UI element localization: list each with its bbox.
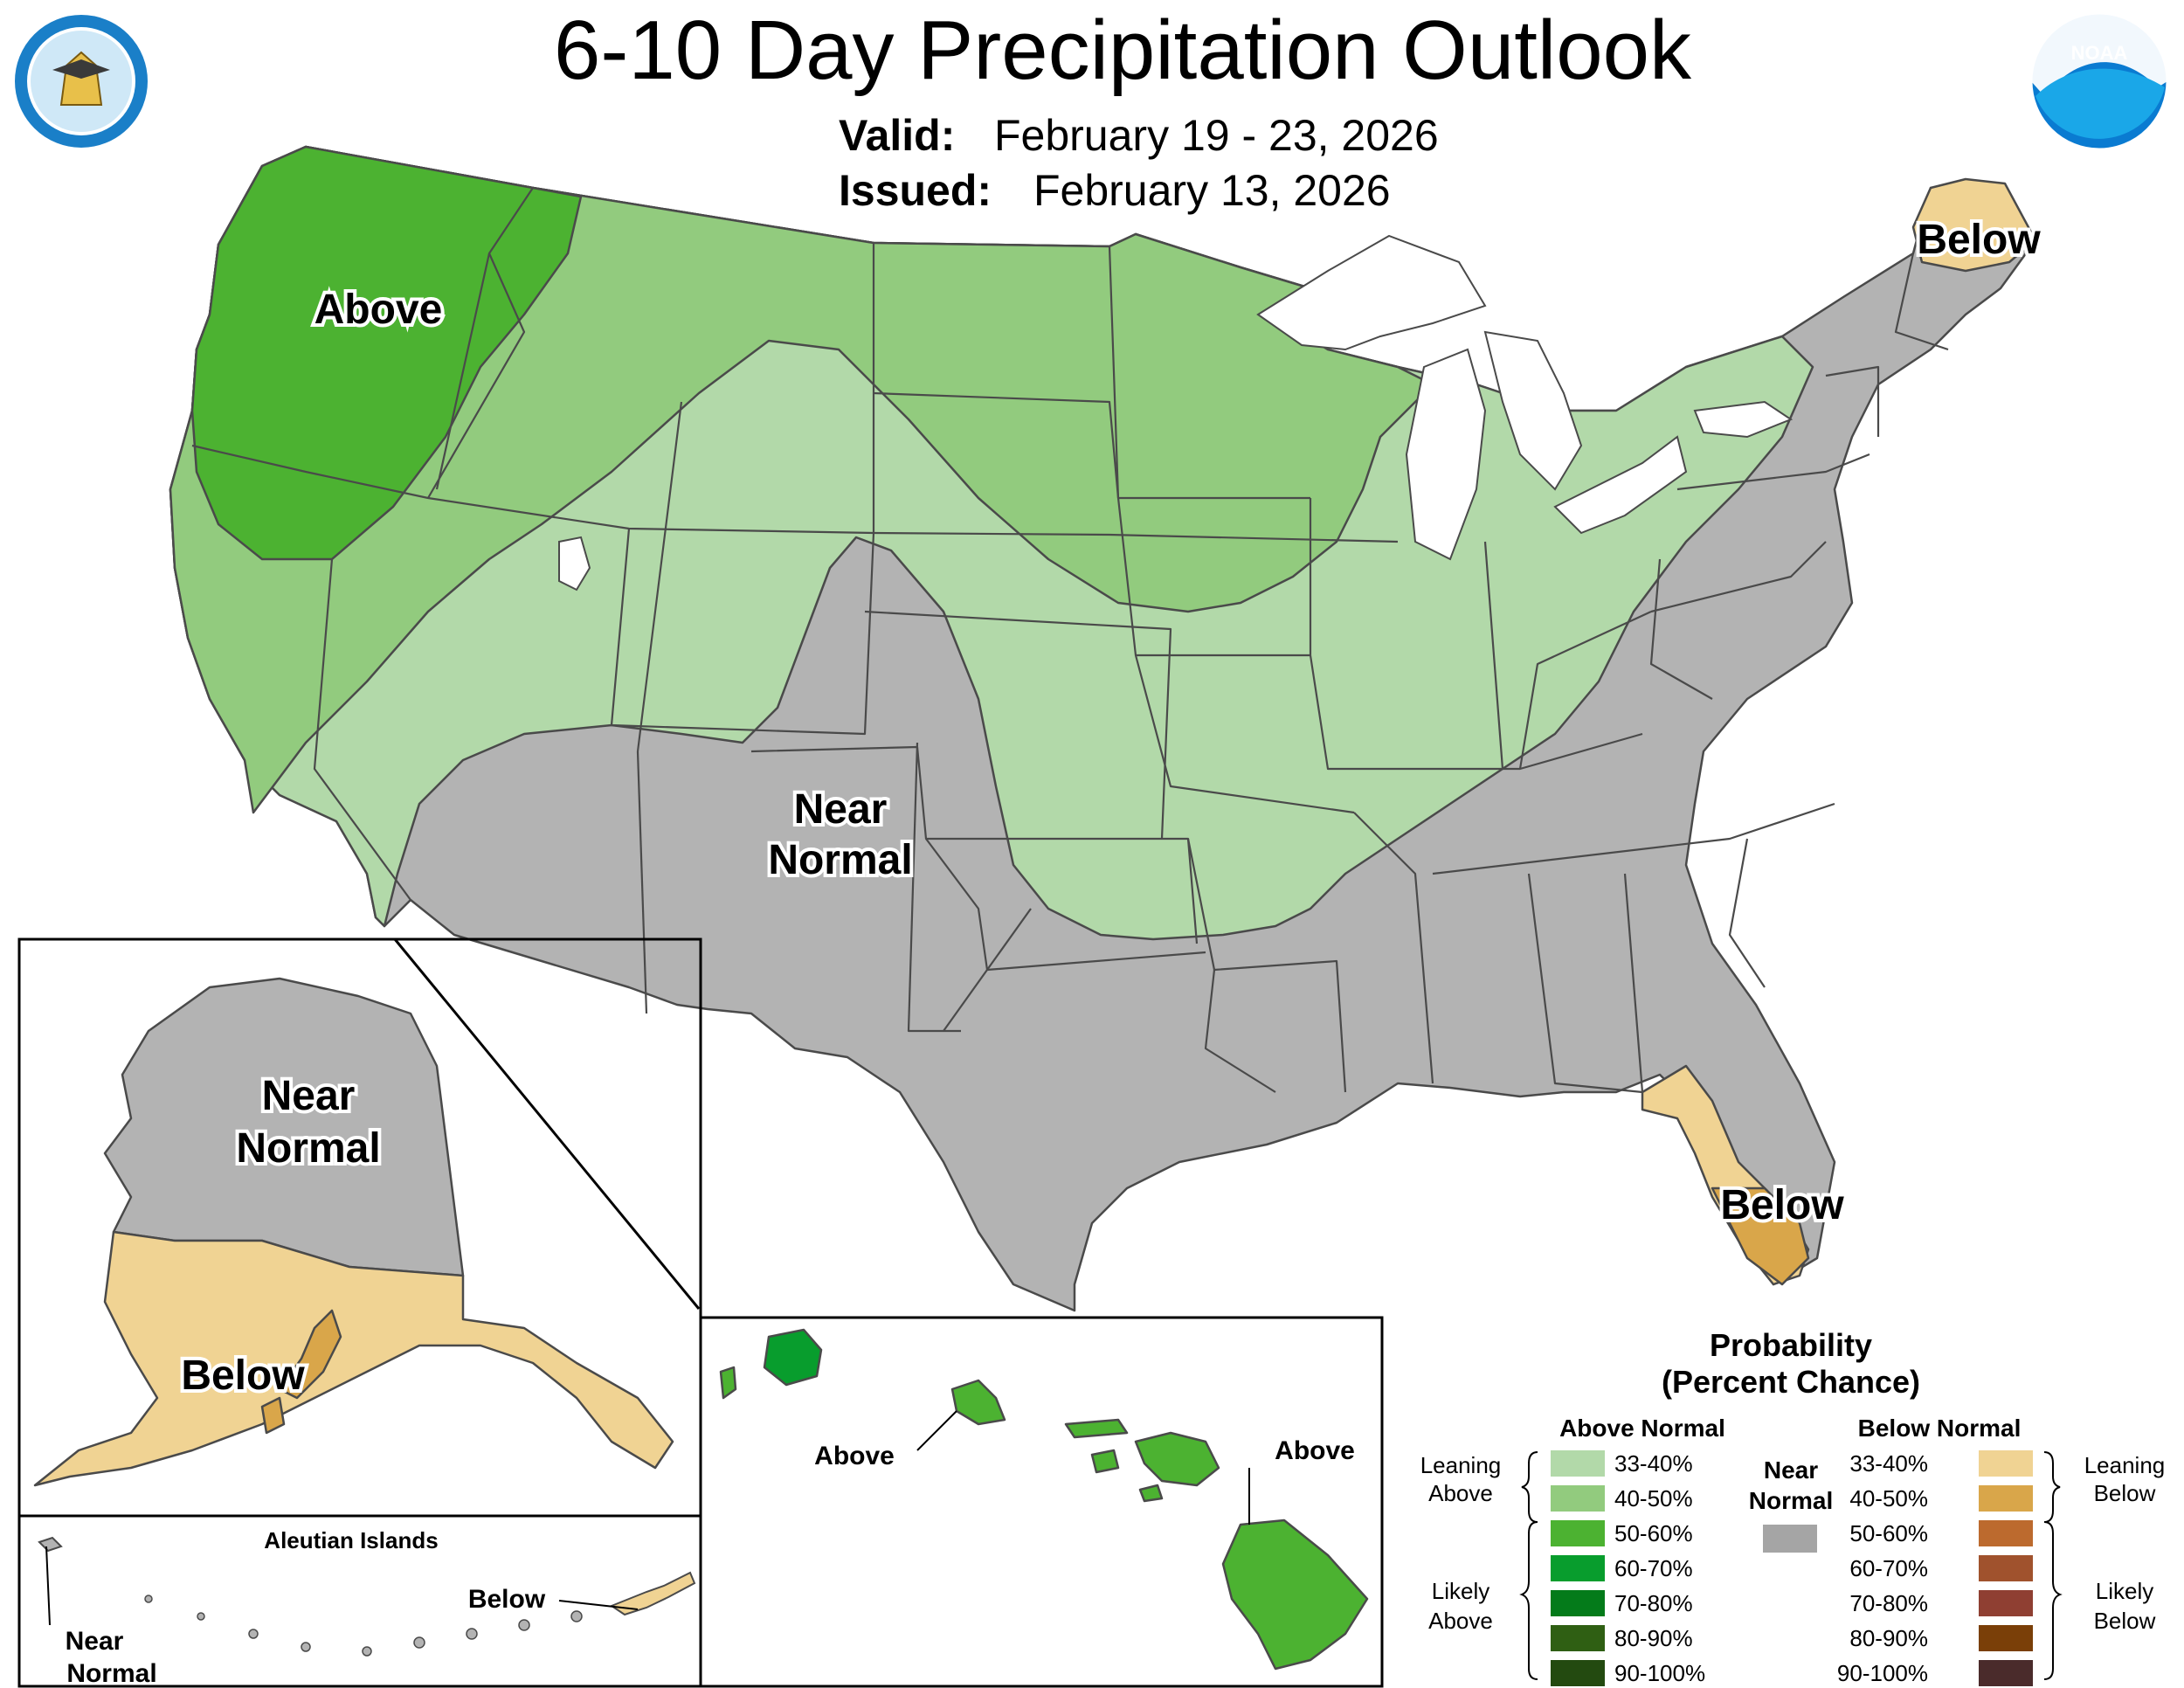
alaska-below-region [33, 1230, 674, 1487]
legend-near-swatch [1763, 1525, 1817, 1553]
legend-above-bin-swatch [1551, 1660, 1605, 1686]
alaska-near-label-2: Normal [236, 1125, 380, 1172]
legend-leaning-below-2: Below [2094, 1480, 2156, 1506]
legend-below-bin-swatch [1979, 1450, 2033, 1477]
alaska-near-label-1: Near [262, 1073, 356, 1119]
aleutian-below-label: Below [468, 1585, 546, 1614]
alaska-inset [17, 937, 702, 1518]
kauai-island [763, 1328, 823, 1387]
legend-below-bin-label: 90-100% [1837, 1660, 1928, 1686]
legend-below-bin-swatch [1979, 1660, 2033, 1686]
legend-above-bin-label: 50-60% [1614, 1520, 1693, 1546]
hawaii-above-right-label: Above [1275, 1436, 1355, 1465]
legend-above-bins: 33-40% 40-50% 50-60% 60-70% 70-80% 80-90% 90-1… [1551, 1450, 1705, 1686]
great-salt-lake [558, 536, 591, 591]
conus-below-maine-region [1911, 177, 2037, 273]
conus-above-label: Above [314, 287, 443, 333]
conus-near-label-2: Normal [768, 837, 912, 883]
legend-above-bin-label: 80-90% [1614, 1625, 1693, 1651]
alaska-below-label: Below [181, 1352, 305, 1399]
legend-near-header-2: Normal [1749, 1487, 1833, 1514]
legend-likely-above-2: Above [1428, 1608, 1493, 1634]
department-of-commerce-seal [11, 11, 151, 151]
legend-likely-above-1: Likely [1432, 1578, 1489, 1604]
niihau-island [719, 1366, 737, 1400]
legend-above-bin-label: 90-100% [1614, 1660, 1705, 1686]
issued-label: Issued: [839, 166, 992, 215]
state-boundaries [191, 187, 1949, 1094]
legend-below-bin-label: 80-90% [1849, 1625, 1928, 1651]
molokai-island [1064, 1418, 1129, 1439]
conus-below-maine-label: Below [1917, 217, 2041, 263]
noaa-logo: NOAA [2029, 11, 2169, 151]
aleutian-title: Aleutian Islands [264, 1527, 438, 1553]
legend-below-bin-swatch [1979, 1520, 2033, 1546]
legend-below-bin-swatch [1979, 1555, 2033, 1581]
legend-above-bin-swatch [1551, 1625, 1605, 1651]
maui-island [1134, 1431, 1220, 1487]
legend-below-bin-label: 33-40% [1849, 1450, 1928, 1477]
legend-above-bin-label: 70-80% [1614, 1590, 1693, 1616]
legend-above-bin-label: 40-50% [1614, 1485, 1693, 1512]
lanai-island [1090, 1449, 1120, 1474]
conus-near-label-1: Near [794, 786, 888, 833]
legend-above-bin-swatch [1551, 1590, 1605, 1616]
legend-above-bin-swatch [1551, 1485, 1605, 1512]
kahoolawe-island [1138, 1484, 1164, 1503]
legend-below-bin-label: 50-60% [1849, 1520, 1928, 1546]
legend-likely-below-1: Likely [2096, 1578, 2153, 1604]
page-title: 6-10 Day Precipitation Outlook [554, 3, 1692, 97]
oahu-island [950, 1379, 1006, 1426]
legend-above-header: Above Normal [1559, 1415, 1725, 1442]
legend-below-bin-label: 60-70% [1849, 1555, 1928, 1581]
legend-below-bin-label: 70-80% [1849, 1590, 1928, 1616]
legend-below-bin-swatch [1979, 1485, 2033, 1512]
legend-leaning-below-1: Leaning [2084, 1452, 2166, 1478]
legend-below-bin-swatch [1979, 1590, 2033, 1616]
legend-near-header-1: Near [1764, 1456, 1818, 1484]
aleutian-islands-west [38, 1536, 63, 1553]
legend-below-bin-label: 40-50% [1849, 1485, 1928, 1512]
aleutian-near-label-2: Normal [66, 1659, 156, 1688]
legend-above-bin-label: 60-70% [1614, 1555, 1693, 1581]
great-lakes [1256, 234, 1794, 561]
legend-above-bin-swatch [1551, 1450, 1605, 1477]
conus-below-florida-label: Below [1720, 1182, 1844, 1228]
aleutian-near-label-1: Near [66, 1627, 124, 1656]
aleutian-islands-chain [609, 1571, 696, 1616]
legend-above-bin-swatch [1551, 1555, 1605, 1581]
valid-label: Valid: [839, 111, 955, 160]
noaa-logo-text: NOAA [2071, 42, 2128, 64]
legend-likely-below-2: Below [2094, 1608, 2156, 1634]
legend-below-bin-swatch [1979, 1625, 2033, 1651]
conus-above-50-60-region [190, 145, 583, 561]
legend-below-bins: 33-40% 40-50% 50-60% 60-70% 70-80% 80-90% 90-1… [1837, 1450, 2033, 1686]
legend-above-bin-label: 33-40% [1614, 1450, 1693, 1477]
legend-title-2: (Percent Chance) [1662, 1364, 1920, 1400]
legend-title-1: Probability [1710, 1327, 1872, 1363]
legend-leaning-above-1: Leaning [1420, 1452, 1502, 1478]
big-island [1221, 1519, 1369, 1671]
issued-date: February 13, 2026 [1033, 166, 1391, 215]
conus-below-florida-40-50-region [1711, 1186, 1810, 1286]
legend-below-header: Below Normal [1858, 1415, 2022, 1442]
legend: Probability (Percent Chance) Above Norma… [1420, 1327, 2166, 1686]
legend-above-bin-swatch [1551, 1520, 1605, 1546]
conus-map [169, 145, 2037, 1312]
alaska-below-40-50-region [260, 1309, 342, 1435]
hawaii-above-left-label: Above [814, 1442, 895, 1470]
hawaii-inset [699, 1316, 1384, 1688]
legend-leaning-above-2: Above [1428, 1480, 1493, 1506]
valid-date: February 19 - 23, 2026 [994, 111, 1439, 160]
